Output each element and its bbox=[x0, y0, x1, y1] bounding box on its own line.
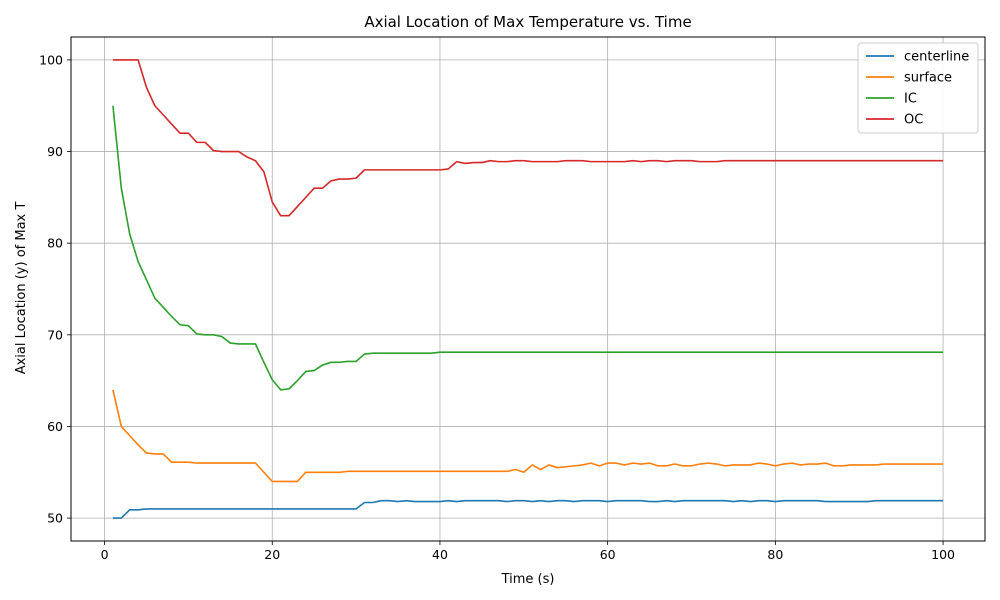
legend-label-centerline: centerline bbox=[904, 50, 969, 65]
y-axis-title: Axial Location (y) of Max T bbox=[14, 202, 29, 375]
series-line-ic bbox=[112, 105, 944, 391]
x-axis-title: Time (s) bbox=[501, 572, 555, 587]
y-tick-label: 70 bbox=[47, 327, 63, 342]
series-line-oc bbox=[112, 59, 944, 217]
legend-box bbox=[857, 42, 979, 134]
x-tick-label: 80 bbox=[767, 547, 783, 562]
chart-title: Axial Location of Max Temperature vs. Ti… bbox=[364, 13, 691, 31]
legend-label-surface: surface bbox=[904, 71, 952, 86]
x-tick-label: 40 bbox=[432, 547, 448, 562]
series-line-surface bbox=[112, 389, 944, 483]
x-tick-label: 0 bbox=[101, 547, 109, 562]
x-tick-label: 20 bbox=[264, 547, 280, 562]
legend-label-ic: IC bbox=[904, 92, 917, 107]
y-tick-label: 90 bbox=[47, 144, 63, 159]
x-axis-ticks: 0 20 40 60 80 100 bbox=[101, 541, 955, 562]
legend-label-oc: OC bbox=[904, 113, 923, 128]
plot-series bbox=[112, 59, 944, 519]
legend: centerline surface IC OC bbox=[857, 42, 979, 134]
y-tick-label: 50 bbox=[47, 511, 63, 526]
x-tick-label: 100 bbox=[931, 547, 955, 562]
y-axis-ticks: 50 60 70 80 90 100 bbox=[39, 52, 71, 526]
series-line-centerline bbox=[112, 499, 944, 519]
plot-area-frame bbox=[70, 36, 986, 542]
x-tick-label: 60 bbox=[600, 547, 616, 562]
y-tick-label: 60 bbox=[47, 419, 63, 434]
y-tick-label: 80 bbox=[47, 236, 63, 251]
y-tick-label: 100 bbox=[39, 52, 63, 67]
